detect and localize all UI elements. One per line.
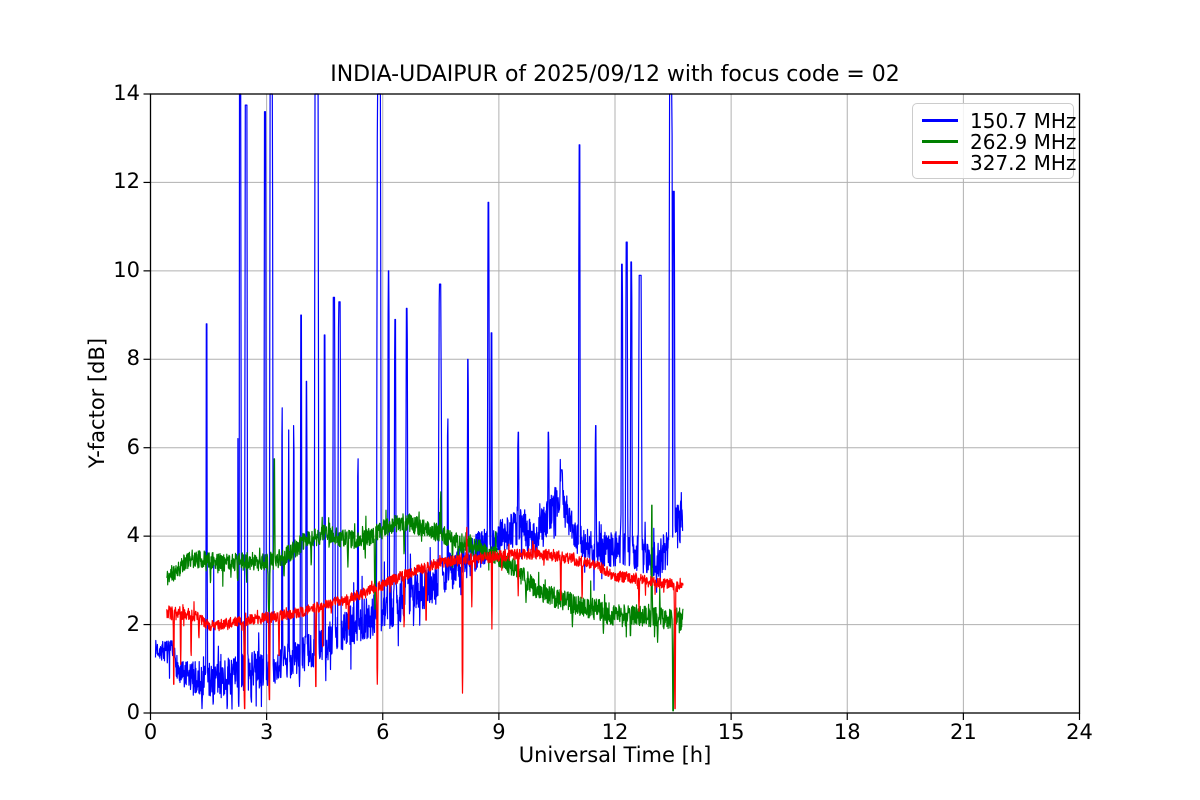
series-line-150-7-mhz <box>154 93 684 710</box>
y-tick-label: 6 <box>126 434 140 459</box>
x-tick-label: 0 <box>143 720 158 744</box>
legend: 150.7 MHz 262.9 MHz 327.2 MHz <box>912 103 1076 179</box>
x-tick-label: 18 <box>833 720 861 744</box>
series-line-327-2-mhz <box>166 526 684 710</box>
legend-label: 150.7 MHz <box>970 108 1077 133</box>
x-tick-label: 12 <box>601 720 629 744</box>
x-tick-label: 6 <box>376 720 390 744</box>
x-tick-label: 3 <box>259 720 274 744</box>
y-tick-label: 10 <box>113 257 140 282</box>
y-tick-label: 0 <box>126 700 140 724</box>
chart-title: INDIA-UDAIPUR of 2025/09/12 with focus c… <box>330 62 900 87</box>
legend-row: 327.2 MHz <box>922 151 1076 175</box>
y-tick-label: 4 <box>126 523 140 548</box>
y-tick-label: 2 <box>126 611 140 636</box>
legend-label: 262.9 MHz <box>970 129 1077 154</box>
y-tick-label: 12 <box>113 169 140 194</box>
series-line-262-9-mhz <box>166 458 684 712</box>
y-tick-label: 8 <box>126 346 140 371</box>
legend-line-sample <box>922 161 958 164</box>
legend-row: 150.7 MHz <box>922 109 1076 133</box>
legend-label: 327.2 MHz <box>970 150 1077 175</box>
x-tick-label: 21 <box>950 720 977 744</box>
legend-line-sample <box>922 140 958 143</box>
x-tick-label: 24 <box>1066 720 1093 744</box>
legend-row: 262.9 MHz <box>922 130 1076 154</box>
y-tick-label: 14 <box>113 81 140 105</box>
legend-line-sample <box>922 119 958 122</box>
x-tick-label: 15 <box>717 720 745 744</box>
x-axis-label: Universal Time [h] <box>518 743 712 767</box>
x-tick-label: 9 <box>492 720 506 744</box>
